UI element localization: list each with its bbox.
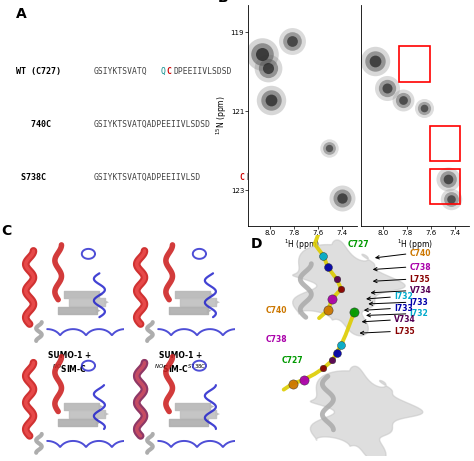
Text: C740: C740 bbox=[266, 306, 288, 315]
Bar bbox=[429, 126, 460, 161]
Text: I733: I733 bbox=[410, 298, 428, 307]
Text: C727: C727 bbox=[282, 355, 303, 365]
Point bbox=[328, 357, 336, 364]
Point bbox=[372, 57, 379, 65]
Text: C: C bbox=[239, 173, 245, 182]
Point bbox=[267, 97, 275, 104]
Point bbox=[288, 37, 295, 45]
Point bbox=[319, 252, 327, 260]
Point bbox=[383, 85, 391, 92]
Point bbox=[420, 105, 428, 112]
Point bbox=[333, 349, 340, 356]
Bar bbox=[429, 169, 460, 203]
Point bbox=[288, 37, 295, 45]
Point bbox=[337, 341, 345, 349]
Point bbox=[328, 295, 336, 302]
Point bbox=[325, 144, 333, 152]
Point bbox=[258, 50, 265, 58]
Text: GSIYKTSVATQ: GSIYKTSVATQ bbox=[94, 66, 147, 76]
Point bbox=[288, 37, 295, 45]
Point bbox=[258, 50, 265, 58]
Text: I733: I733 bbox=[394, 304, 413, 313]
Point bbox=[447, 195, 455, 203]
Text: V734: V734 bbox=[394, 315, 416, 325]
Text: WT (C727): WT (C727) bbox=[17, 66, 62, 76]
Point bbox=[264, 64, 272, 71]
Text: I732: I732 bbox=[410, 309, 428, 318]
Text: DPEEIIVLSDSD: DPEEIIVLSDSD bbox=[173, 66, 232, 76]
Point bbox=[383, 85, 391, 92]
Point bbox=[399, 97, 407, 104]
Polygon shape bbox=[310, 366, 423, 461]
Point bbox=[311, 207, 319, 215]
Point bbox=[399, 97, 407, 104]
Polygon shape bbox=[293, 240, 405, 336]
Text: GSIYKTSVATQADPEEIIVLSDSD: GSIYKTSVATQADPEEIIVLSDSD bbox=[94, 120, 211, 129]
Point bbox=[338, 194, 346, 201]
Point bbox=[337, 285, 345, 293]
Text: C727: C727 bbox=[348, 240, 369, 249]
Text: L735: L735 bbox=[394, 327, 415, 336]
Text: SUMO-1 +
$^{NO}$SIM-C: SUMO-1 + $^{NO}$SIM-C bbox=[47, 351, 91, 375]
X-axis label: $^1$H (ppm): $^1$H (ppm) bbox=[397, 237, 433, 252]
Y-axis label: $^{15}$N (ppm): $^{15}$N (ppm) bbox=[215, 95, 229, 135]
Text: C: C bbox=[253, 120, 258, 129]
Text: 740C: 740C bbox=[17, 120, 51, 129]
Point bbox=[258, 50, 265, 58]
Text: C: C bbox=[1, 224, 11, 238]
Point bbox=[351, 308, 358, 315]
Point bbox=[300, 376, 307, 384]
Point bbox=[383, 85, 391, 92]
Point bbox=[444, 176, 451, 183]
Text: B: B bbox=[218, 0, 228, 6]
Text: SUMO-1 +
$^{NO}$SIM-C$^{S738C}$: SUMO-1 + $^{NO}$SIM-C$^{S738C}$ bbox=[154, 351, 207, 375]
Point bbox=[420, 105, 428, 112]
Bar bbox=[400, 46, 430, 82]
Point bbox=[338, 194, 346, 201]
Point bbox=[324, 307, 332, 314]
Text: S738C: S738C bbox=[17, 173, 46, 182]
Point bbox=[338, 194, 346, 201]
Text: D: D bbox=[246, 173, 251, 182]
Point bbox=[264, 64, 272, 71]
Point bbox=[325, 144, 333, 152]
Point bbox=[267, 97, 275, 104]
Point bbox=[447, 195, 455, 203]
Point bbox=[420, 105, 428, 112]
Point bbox=[264, 64, 272, 71]
Text: A: A bbox=[17, 7, 27, 21]
Point bbox=[444, 176, 451, 183]
Point bbox=[324, 264, 332, 271]
Point bbox=[267, 97, 275, 104]
Point bbox=[333, 275, 340, 283]
Point bbox=[325, 144, 333, 152]
Text: I732: I732 bbox=[394, 292, 413, 301]
Text: V734: V734 bbox=[410, 286, 431, 295]
Point bbox=[372, 57, 379, 65]
Point bbox=[447, 195, 455, 203]
Text: D: D bbox=[251, 237, 262, 251]
Text: C740: C740 bbox=[410, 249, 431, 258]
Text: C738: C738 bbox=[410, 263, 431, 272]
Text: C: C bbox=[167, 66, 172, 76]
Text: C738: C738 bbox=[266, 335, 288, 343]
Point bbox=[444, 176, 451, 183]
Point bbox=[399, 97, 407, 104]
Point bbox=[289, 380, 296, 387]
Point bbox=[319, 365, 327, 372]
Text: L735: L735 bbox=[410, 275, 430, 284]
X-axis label: $^1$H (ppm): $^1$H (ppm) bbox=[284, 237, 321, 252]
Text: Q: Q bbox=[160, 66, 165, 76]
Point bbox=[372, 57, 379, 65]
Text: GSIYKTSVATQADPEEIIVLSD: GSIYKTSVATQADPEEIIVLSD bbox=[94, 173, 201, 182]
